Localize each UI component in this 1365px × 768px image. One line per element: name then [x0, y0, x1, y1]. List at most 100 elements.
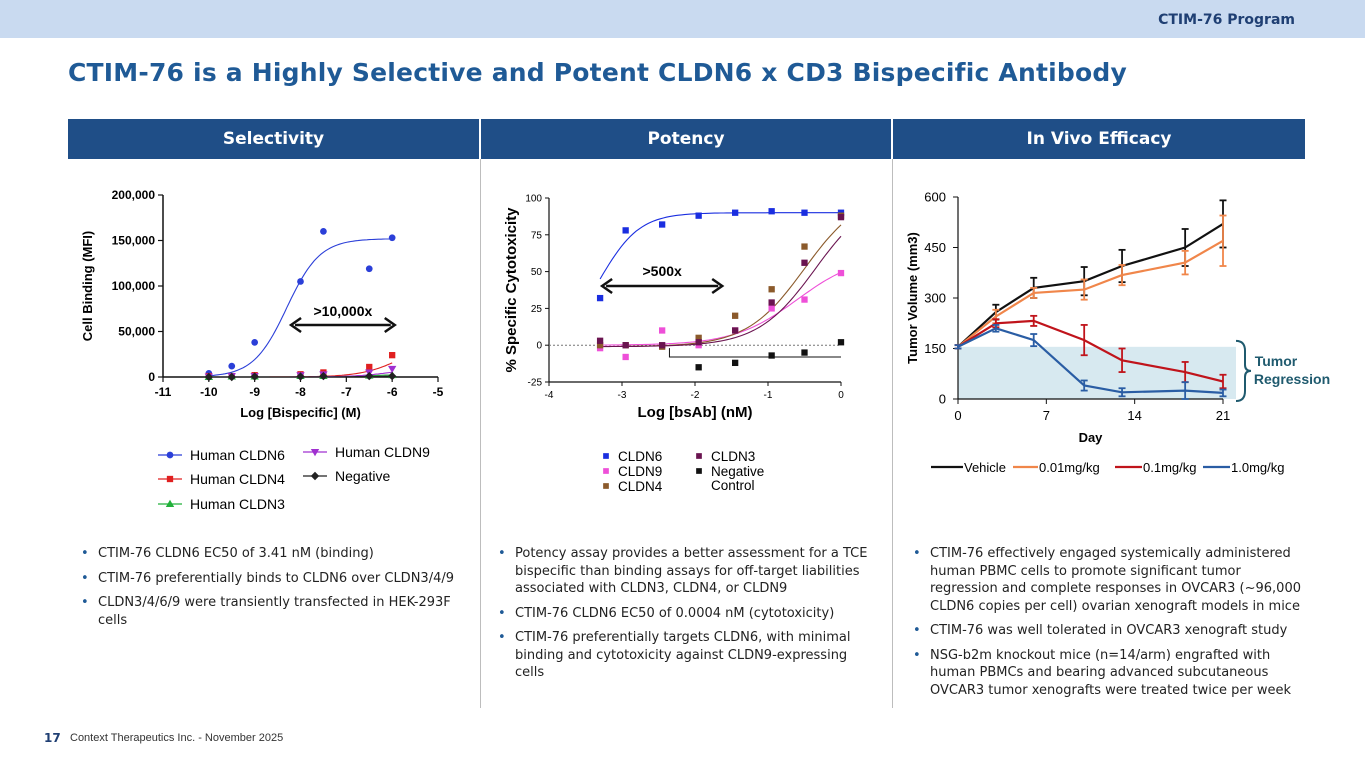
- column-divider-2: [892, 159, 893, 708]
- y-tick-label: 0: [148, 370, 155, 384]
- data-point-negative-control: [801, 349, 808, 356]
- y-axis-title: Tumor Volume (mm3): [905, 232, 920, 364]
- x-tick-label: 0: [838, 390, 844, 401]
- legend-label-vehicle: Vehicle: [964, 460, 1006, 475]
- y-tick-label: 50,000: [118, 325, 155, 339]
- legend-label-human-cldn3: Human CLDN3: [190, 496, 285, 512]
- data-point-human-cldn4: [366, 363, 373, 371]
- data-point-cldn9: [622, 353, 629, 361]
- data-point-negative: [319, 371, 328, 381]
- data-point-cldn6: [768, 208, 775, 215]
- selectivity-annotation: >10,000x: [313, 303, 372, 319]
- legend-marker-human-cldn9: [310, 449, 320, 457]
- legend-label-control: Control: [711, 478, 755, 493]
- x-axis-title: Log [bsAb] (nM): [638, 404, 753, 421]
- column-header-potency: Potency: [481, 119, 891, 159]
- y-tick-label: 75: [531, 230, 543, 241]
- data-point-negative: [365, 371, 374, 381]
- legend-label-cldn9: CLDN9: [618, 464, 662, 479]
- legend-label-cldn4: CLDN4: [618, 479, 663, 494]
- column-divider-1: [480, 159, 481, 708]
- arrow-head-right: [384, 316, 397, 334]
- x-tick-label: -7: [341, 385, 352, 399]
- data-point-negative-control: [768, 352, 775, 359]
- data-point-human-cldn6: [388, 234, 396, 242]
- x-tick-label: -8: [295, 385, 306, 399]
- legend-marker-negative-control: [696, 468, 702, 474]
- y-tick-label: 300: [924, 291, 946, 306]
- y-axis-title: % Specific Cytotoxicity: [503, 207, 520, 373]
- x-axis-title: Log [Bispecific] (M): [240, 405, 361, 420]
- data-point-cldn9: [801, 296, 808, 303]
- data-point-human-cldn4: [389, 352, 396, 359]
- legend-label-human-cldn6: Human CLDN6: [190, 447, 285, 463]
- in-vivo-bullets: CTIM-76 effectively engaged systemically…: [910, 545, 1310, 706]
- y-tick-label: 100,000: [112, 279, 156, 293]
- data-point-cldn3: [732, 327, 739, 334]
- data-point-cldn3: [801, 259, 808, 266]
- selectivity-chart: 0 50,000 100,000 150,000 200,000 -11 -10 -9 -8 -7…: [80, 188, 444, 512]
- data-point-cldn6: [659, 221, 666, 228]
- bullet-item: CLDN3/4/6/9 were transiently transfected…: [78, 594, 463, 629]
- data-point-cldn6: [596, 294, 604, 302]
- y-tick-label: 200,000: [112, 188, 156, 202]
- y-tick-label: 0: [939, 392, 946, 407]
- legend-label-cldn6: CLDN6: [618, 449, 662, 464]
- bullet-item: NSG-b2m knockout mice (n=14/arm) engraft…: [910, 647, 1310, 700]
- x-tick-label: -5: [433, 385, 444, 399]
- data-point-negative-control: [695, 364, 702, 371]
- potency-bullets: Potency assay provides a better assessme…: [495, 545, 880, 689]
- x-tick-label: -9: [249, 385, 260, 399]
- data-point-cldn9: [768, 305, 775, 312]
- y-tick-label: 450: [924, 240, 946, 255]
- data-point-cldn3: [622, 342, 629, 349]
- legend-marker-cldn6: [603, 453, 609, 459]
- data-point-human-cldn6: [228, 362, 236, 370]
- x-tick-label: 7: [1043, 408, 1050, 423]
- page-title: CTIM-76 is a Highly Selective and Potent…: [68, 58, 1127, 87]
- legend-label-1-0mg-kg: 1.0mg/kg: [1231, 460, 1284, 475]
- data-point-cldn3: [596, 337, 604, 344]
- legend-marker-human-cldn6: [166, 451, 174, 459]
- data-point-cldn6: [801, 209, 808, 216]
- bullet-item: Potency assay provides a better assessme…: [495, 545, 880, 598]
- data-point-human-cldn6: [320, 228, 327, 235]
- data-point-cldn3: [695, 339, 702, 346]
- y-tick-label: 50: [531, 267, 543, 278]
- y-tick-label: 0: [536, 341, 542, 352]
- arrow-head-left: [599, 277, 613, 295]
- bullet-item: CTIM-76 CLDN6 EC50 of 0.0004 nM (cytotox…: [495, 605, 880, 623]
- bullet-item: CTIM-76 CLDN6 EC50 of 3.41 nM (binding): [78, 545, 463, 563]
- fit-curve-cldn9: [600, 271, 842, 346]
- y-tick-label: 150,000: [112, 234, 156, 248]
- fit-curve-negative-control: [668, 348, 841, 358]
- y-tick-label: 25: [531, 304, 543, 315]
- data-point-human-cldn9: [387, 365, 397, 374]
- legend-label-negative: Negative: [711, 464, 764, 479]
- x-tick-label: -4: [545, 390, 554, 401]
- y-tick-label: 150: [924, 341, 946, 356]
- bullet-item: CTIM-76 was well tolerated in OVCAR3 xen…: [910, 622, 1310, 640]
- y-tick-label: 600: [924, 190, 946, 205]
- data-point-negative: [296, 372, 305, 381]
- fit-curve-cldn6: [599, 212, 841, 280]
- data-point-cldn4: [801, 243, 808, 250]
- x-tick-label: -1: [764, 390, 773, 401]
- data-point-human-cldn6: [297, 278, 304, 285]
- data-point-cldn9: [659, 327, 666, 334]
- potency-annotation: >500x: [642, 263, 682, 279]
- tumor-regression-label-line1: Tumor: [1255, 353, 1298, 369]
- legend-marker-cldn9: [603, 468, 609, 474]
- legend-marker-negative: [310, 471, 320, 481]
- legend-label-0-1mg-kg: 0.1mg/kg: [1143, 460, 1196, 475]
- column-header-in-vivo-efficacy: In Vivo Efficacy: [893, 119, 1305, 159]
- data-point-cldn4: [732, 312, 739, 319]
- data-point-negative-control: [732, 359, 739, 367]
- legend-label-0-01mg-kg: 0.01mg/kg: [1039, 460, 1100, 475]
- data-point-negative: [204, 372, 214, 382]
- arrow-head-right: [711, 277, 725, 295]
- legend-marker-human-cldn4: [166, 475, 174, 483]
- x-tick-label: 0: [954, 408, 961, 423]
- data-point-cldn3: [659, 342, 666, 349]
- fit-curve-cldn3: [600, 235, 842, 348]
